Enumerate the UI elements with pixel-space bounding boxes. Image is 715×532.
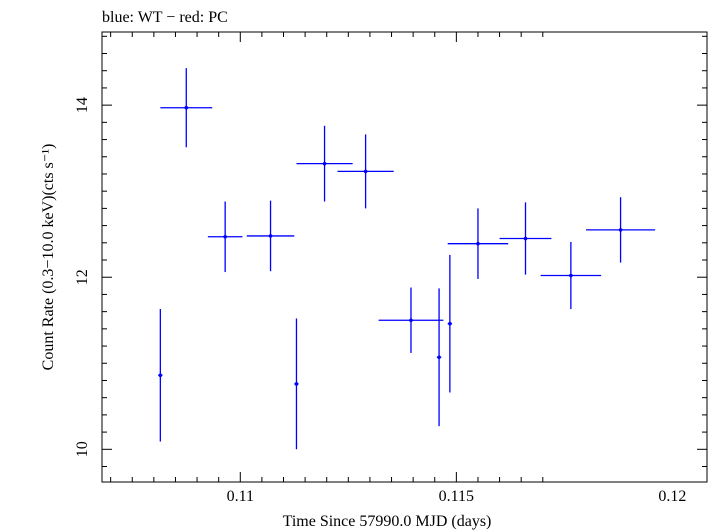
point-marker — [476, 241, 480, 246]
point-marker — [184, 105, 189, 110]
series-wt — [158, 68, 656, 450]
point-marker — [294, 382, 299, 386]
data-point — [586, 197, 656, 263]
chart-title: blue: WT − red: PC — [102, 9, 228, 26]
x-tick-label: 0.11 — [227, 488, 254, 505]
data-point — [158, 309, 163, 442]
data-point — [160, 68, 213, 148]
data-point — [294, 318, 299, 450]
data-point — [296, 125, 353, 202]
data-point — [540, 241, 602, 310]
plot-frame — [101, 31, 708, 483]
data-point — [337, 134, 394, 209]
data-point — [378, 287, 444, 353]
data-point — [499, 202, 552, 275]
point-marker — [268, 234, 273, 238]
data-point — [447, 254, 453, 393]
point-marker — [448, 321, 452, 326]
data-point — [447, 208, 509, 279]
y-tick-label: 14 — [74, 97, 91, 113]
x-tick-label: 0.12 — [658, 488, 686, 505]
y-tick-label: 10 — [74, 441, 91, 457]
point-marker — [618, 228, 623, 232]
point-marker — [223, 234, 227, 239]
point-marker — [569, 273, 573, 278]
y-axis: 10 12 14 — [74, 35, 707, 468]
x-tick-label: 0.115 — [439, 488, 474, 505]
point-marker — [158, 373, 163, 378]
data-point — [207, 201, 243, 273]
point-marker — [523, 236, 528, 241]
point-marker — [409, 318, 413, 323]
point-marker — [437, 355, 441, 360]
point-marker — [322, 161, 327, 166]
data-point — [436, 288, 442, 427]
x-axis-label: Time Since 57990.0 MJD (days) — [283, 513, 492, 530]
data-point — [246, 200, 295, 272]
y-tick-label: 12 — [74, 269, 91, 285]
y-axis-label: Count Rate (0.3−10.0 keV)(cts s⁻¹) — [40, 144, 57, 371]
point-marker — [363, 169, 368, 174]
x-axis: 0.11 0.115 0.12 — [110, 32, 686, 505]
